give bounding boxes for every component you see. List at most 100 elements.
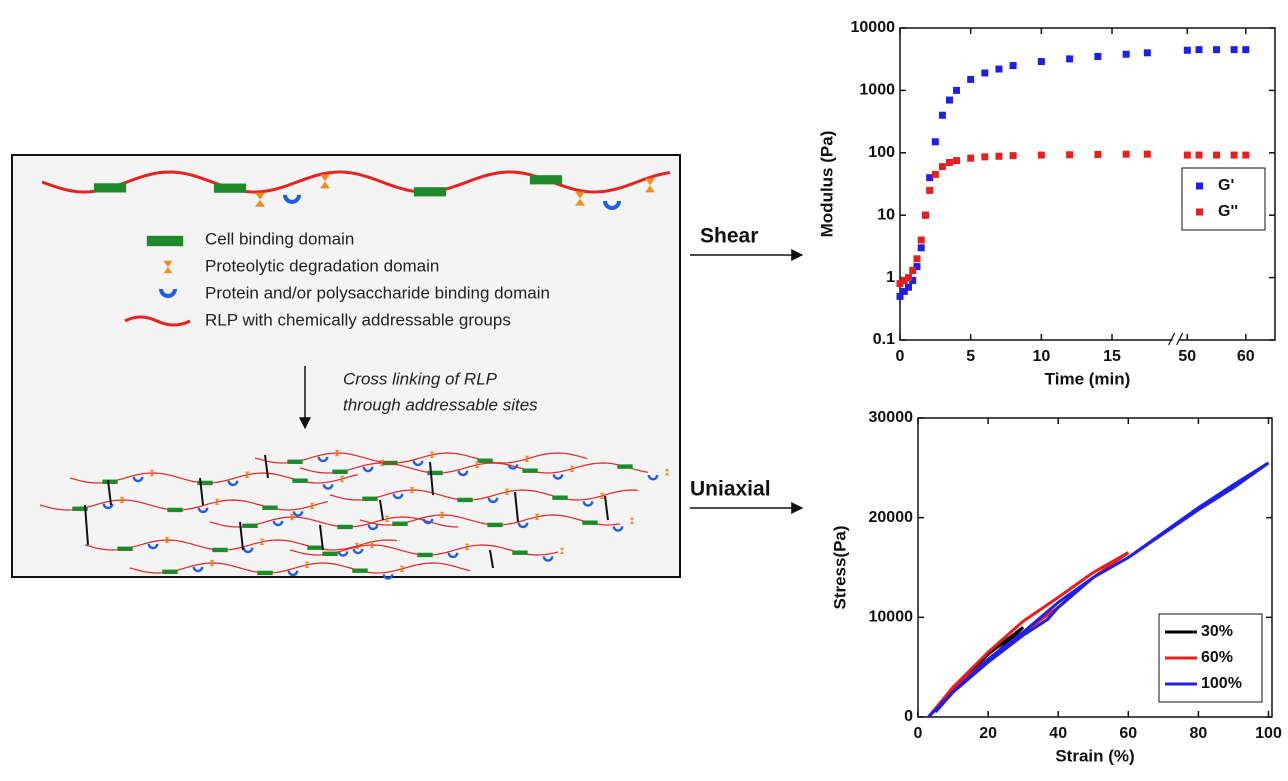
degradation-domain (524, 455, 530, 463)
binding-domain (612, 526, 624, 532)
x-tick-label: 100 (1255, 725, 1282, 742)
cell-binding-domain (427, 470, 443, 476)
data-point (953, 157, 961, 165)
degradation-domain (163, 260, 173, 274)
data-point (1242, 151, 1250, 159)
degradation-domain (304, 561, 310, 568)
data-point (938, 111, 946, 119)
data-point (1213, 151, 1221, 159)
data-point (1183, 151, 1191, 159)
degradation-domain (384, 515, 390, 522)
degradation-domain (309, 502, 315, 510)
data-point (967, 75, 975, 83)
cell-binding-domain (162, 569, 178, 574)
cell-binding-domain (413, 187, 447, 197)
binding-domain (352, 548, 364, 555)
data-point (1195, 151, 1203, 159)
binding-domain (227, 480, 239, 487)
y-axis-label: Stress(Pa) (830, 525, 849, 609)
x-tick-label: 60 (1237, 348, 1255, 365)
data-point (896, 292, 904, 300)
binding-domain (457, 470, 469, 477)
rlp-chain (41, 170, 671, 194)
degradation-domain (259, 538, 265, 545)
data-point (1037, 151, 1045, 159)
y-tick-label: 1000 (859, 82, 895, 99)
y-tick-label: 0 (904, 708, 913, 725)
x-tick-label: 0 (896, 348, 905, 365)
data-point (896, 280, 904, 288)
binding-domain (362, 466, 374, 473)
cell-binding-domain (167, 507, 183, 513)
data-point (938, 163, 946, 171)
scheme-box (11, 154, 681, 578)
binding-domain (242, 547, 254, 554)
cell-binding-domain (417, 552, 433, 558)
cell-binding-domain (257, 570, 273, 576)
cell-binding-domain (262, 505, 278, 510)
data-point (945, 158, 953, 166)
rlp-chain (254, 452, 588, 464)
data-point (1143, 150, 1151, 158)
degradation-domain (569, 465, 575, 473)
legend-label: 100% (1201, 675, 1242, 692)
cell-binding-domain (72, 506, 88, 511)
data-point (1066, 151, 1074, 159)
cell-binding-domain (242, 523, 258, 528)
binding-domain (552, 474, 564, 480)
data-point (1230, 46, 1238, 54)
x-tick-label: 60 (1119, 725, 1137, 742)
arrow-label: Shear (700, 225, 758, 248)
cell-binding-domain (352, 568, 368, 573)
degradation-domain (664, 469, 670, 476)
x-tick-label: 20 (979, 725, 997, 742)
data-point (1094, 150, 1102, 158)
x-axis-label: Strain (%) (1055, 746, 1134, 765)
data-point (917, 244, 925, 252)
rlp-chain (329, 489, 639, 501)
degradation-domain (599, 492, 605, 500)
degradation-domain (149, 469, 155, 477)
binding-domain (647, 474, 659, 481)
binding-domain (283, 194, 301, 204)
data-point (1066, 55, 1074, 63)
binding-domain (447, 552, 459, 559)
crosslink (429, 461, 434, 496)
degradation-domain (645, 178, 655, 193)
data-point (981, 153, 989, 161)
legend-chain (124, 315, 191, 327)
data-point (981, 69, 989, 77)
rlp-chain (39, 499, 329, 511)
cell-binding-domain (362, 496, 378, 501)
legend-swatch (1196, 182, 1203, 190)
data-point (931, 138, 939, 146)
data-point (1094, 52, 1102, 60)
data-point (1143, 49, 1151, 57)
binding-domain (412, 460, 424, 467)
rlp-chain (299, 462, 649, 474)
cell-binding-domain (213, 183, 247, 193)
degradation-domain (409, 486, 415, 494)
binding-domain (192, 566, 204, 573)
legend-label: 30% (1201, 623, 1233, 640)
cell-binding-domain (582, 520, 598, 525)
binding-domain (582, 501, 594, 507)
degradation-domain (369, 541, 375, 549)
data-line (927, 551, 1130, 718)
cell-binding-domain (292, 478, 308, 483)
axis-break (1172, 332, 1179, 348)
degradation-domain (429, 451, 435, 458)
binding-domain (542, 556, 554, 562)
plot-frame (899, 27, 1276, 341)
cell-binding-domain (307, 545, 323, 550)
cell-binding-domain (322, 551, 338, 556)
data-point (900, 276, 908, 284)
rlp-chain (69, 472, 359, 484)
data-point (917, 236, 925, 244)
degradation-domain (399, 565, 405, 573)
degradation-domain (209, 559, 215, 567)
degradation-domain (119, 496, 125, 504)
crosslink (489, 549, 494, 569)
degradation-domain (559, 547, 565, 555)
y-tick-label: 10000 (851, 19, 896, 36)
